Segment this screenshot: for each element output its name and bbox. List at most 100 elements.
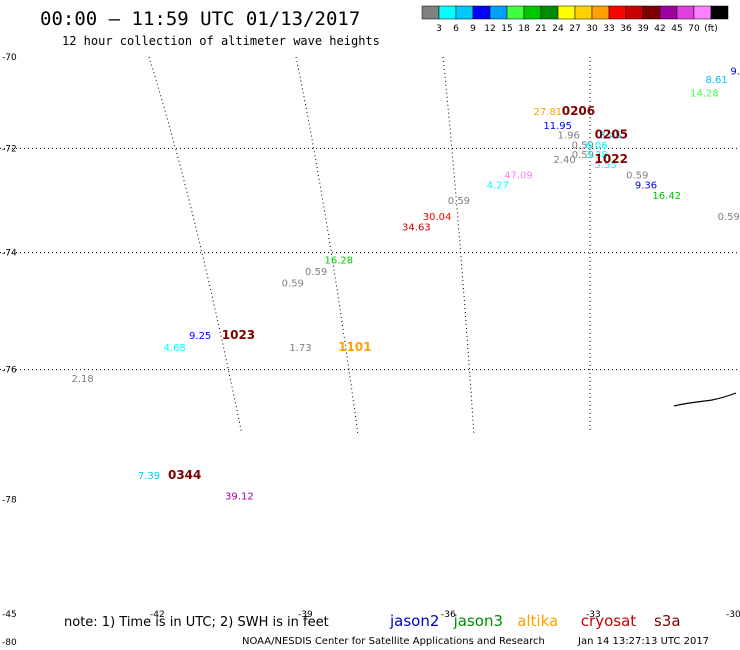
meridian-line [148, 56, 243, 433]
pass-time-label: 0344 [168, 468, 201, 482]
longitude-label: -30 [726, 610, 740, 620]
latitude-label: -74 [2, 249, 17, 259]
legend-swatch [642, 5, 661, 20]
wave-height-value: 2.40 [554, 155, 576, 166]
wave-height-value: 16.42 [652, 191, 681, 202]
legend-label: 12 [484, 24, 495, 34]
latitude-label: -78 [2, 495, 17, 505]
wave-height-value: 4.68 [163, 343, 185, 354]
satellite-name: s3a [654, 612, 681, 630]
wave-height-value: 5.55 [595, 160, 617, 171]
wave-height-value: 6.06 [585, 140, 607, 151]
latitude-label: -80 [2, 638, 17, 648]
legend-swatch [489, 5, 508, 20]
wave-height-value: 0.59 [572, 140, 594, 151]
satellite-legend: jason2 jason3 altika cryosat s3a [389, 612, 681, 630]
legend-swatch [523, 5, 542, 20]
legend-label: 33 [603, 24, 614, 34]
wave-height-value: 39.12 [225, 491, 254, 502]
credit-text: NOAA/NESDIS Center for Satellite Applica… [242, 636, 545, 647]
legend-label: 9 [470, 24, 476, 34]
longitude-label: -39 [298, 610, 313, 620]
wave-height-value: 9.4 [730, 66, 740, 77]
pass-time-label: 1022 [595, 152, 628, 166]
wave-height-value: 27.81 [533, 107, 562, 118]
legend-swatch [676, 5, 695, 20]
legend-label: 36 [620, 24, 632, 34]
pass-time-label: 1023 [222, 328, 255, 342]
legend-swatch [455, 5, 474, 20]
wave-height-value: 2.18 [71, 374, 93, 385]
wave-height-value: 9.25 [189, 331, 211, 342]
wave-height-value: 0.59 [282, 278, 304, 289]
wave-height-value: 8.61 [705, 75, 727, 86]
legend-label: 24 [552, 24, 564, 34]
coastline [673, 392, 737, 407]
wave-height-value: 9.36 [635, 181, 657, 192]
legend-swatch [421, 5, 440, 20]
pass-time-label: 1101 [338, 340, 371, 354]
wave-height-value: 4.27 [487, 181, 509, 192]
legend-swatch [557, 5, 576, 20]
wave-height-value: 11.95 [543, 121, 572, 132]
latitude-label: -72 [2, 144, 17, 154]
timestamp-text: Jan 14 13:27:13 UTC 2017 [577, 636, 709, 647]
legend-label: (ft) [704, 24, 718, 34]
legend-swatch [710, 5, 729, 20]
legend-label: 6 [453, 24, 459, 34]
pass-time-label: 0206 [562, 104, 595, 118]
legend-swatch [591, 5, 610, 20]
legend-swatch [608, 5, 627, 20]
legend-label: 42 [654, 24, 665, 34]
legend-swatch [438, 5, 457, 20]
legend-swatch [574, 5, 593, 20]
longitude-labels: -45 -42 -39 -36 -33 -30 [2, 610, 740, 620]
legend-swatch [540, 5, 559, 20]
legend-label: 45 [671, 24, 682, 34]
legend-label: 3 [436, 24, 442, 34]
longitude-label: -36 [441, 610, 456, 620]
wave-height-value: 0.59 [718, 212, 740, 223]
legend-swatch [472, 5, 491, 20]
map-subtitle: 12 hour collection of altimeter wave hei… [62, 34, 380, 48]
wave-height-observations: 9.48.6114.2827.8111.958.451.960.596.060.… [71, 66, 740, 502]
wave-height-value: 0.59 [626, 170, 648, 181]
longitude-label: -45 [2, 610, 17, 620]
wave-height-value: 0.59 [572, 150, 594, 161]
satellite-name: altika [517, 612, 558, 630]
wave-height-value: 1.73 [289, 343, 311, 354]
wave-height-value: 34.63 [402, 223, 431, 234]
satellite-name: jason2 [389, 612, 439, 630]
wave-height-value: 30.04 [423, 212, 452, 223]
wave-height-value: 0.59 [305, 267, 327, 278]
wave-height-value: 3.38 [585, 150, 607, 161]
legend-swatch [506, 5, 525, 20]
satellite-name: jason3 [453, 612, 503, 630]
legend-swatch [693, 5, 712, 20]
legend-label: 21 [535, 24, 546, 34]
legend-label: 30 [586, 24, 598, 34]
wave-height-value: 1.96 [558, 131, 580, 142]
swh-color-legend: 3 6 9 12 15 18 21 24 27 30 33 36 39 42 45 70 (ft) [421, 5, 729, 34]
satellite-name: cryosat [581, 612, 636, 630]
pass-time-label: 0205 [595, 128, 628, 142]
wave-height-value: 16.28 [324, 256, 353, 267]
legend-swatch [625, 5, 644, 20]
meridian-line [295, 56, 359, 433]
wave-height-value: 0.59 [448, 196, 470, 207]
legend-label: 27 [569, 24, 580, 34]
legend-label: 39 [637, 24, 649, 34]
wave-height-value: 47.09 [504, 170, 533, 181]
wave-height-value: 14.28 [690, 89, 719, 100]
latitude-label: -70 [2, 53, 17, 63]
latitude-labels: -70 -72 -74 -76 -78 -80 [2, 53, 17, 648]
longitude-label: -42 [150, 610, 165, 620]
longitude-label: -33 [586, 610, 601, 620]
legend-swatch [659, 5, 678, 20]
legend-label: 18 [518, 24, 530, 34]
wave-height-value: 7.39 [138, 471, 160, 482]
units-note: note: 1) Time is in UTC; 2) SWH is in fe… [64, 615, 329, 630]
legend-label: 70 [688, 24, 700, 34]
lat-lon-grid [0, 56, 740, 433]
